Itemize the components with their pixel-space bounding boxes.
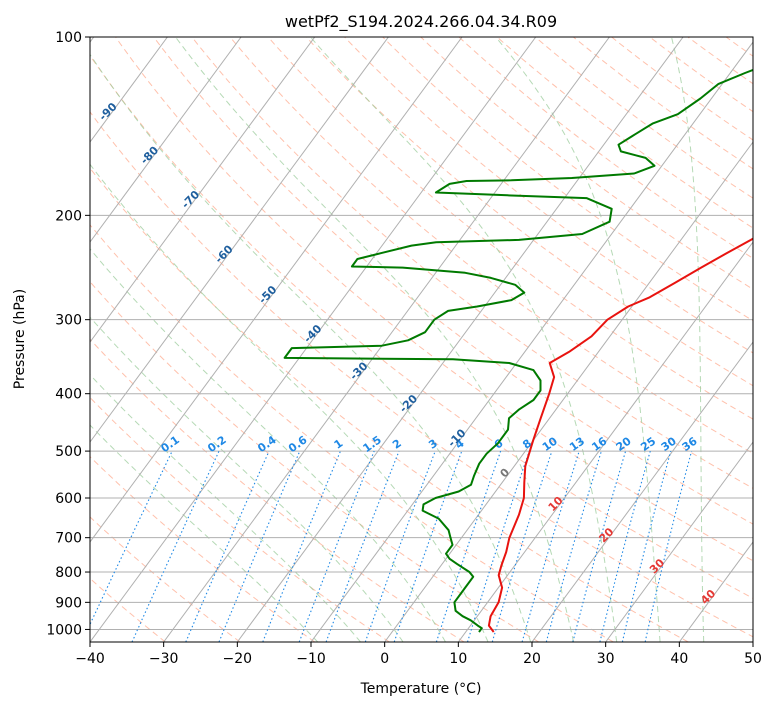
dewpoint-line — [283, 68, 753, 633]
x-tick-label: 30 — [597, 651, 615, 667]
isotherm-line — [310, 41, 753, 642]
isotherm-line — [90, 37, 168, 143]
mixing-ratio-line — [572, 450, 627, 642]
y-tick-label: 700 — [55, 531, 82, 547]
mixing-ratio-line — [599, 450, 651, 642]
x-tick-label: 50 — [744, 651, 762, 667]
mixing-ratio-line — [262, 450, 342, 642]
x-tick-label: 0 — [380, 651, 389, 667]
mixing-ratio-line — [298, 450, 375, 642]
mixing-ratio-line — [364, 450, 436, 642]
x-axis: −40 −30 −20 −10 0 10 20 30 40 50 — [75, 642, 762, 667]
y-tick-label: 500 — [55, 444, 82, 460]
moist-adiabat-line — [175, 37, 575, 642]
y-tick-label: 600 — [55, 491, 82, 507]
isotherm-line — [236, 37, 684, 642]
mixing-ratio-line — [325, 450, 400, 642]
mixing-ratio-line — [521, 450, 580, 642]
dry-adiabat-line — [611, 37, 753, 141]
dry-adiabat-line — [115, 37, 753, 562]
x-tick-label: 10 — [449, 651, 467, 667]
isotherm-line — [163, 37, 610, 642]
isotherm-line — [90, 37, 463, 543]
dry-adiabat-line — [90, 455, 315, 642]
x-tick-label: 40 — [670, 651, 688, 667]
y-tick-label: 400 — [55, 387, 82, 403]
y-tick-label: 100 — [55, 30, 82, 46]
x-tick-label: −20 — [223, 651, 253, 667]
y-tick-label: 1000 — [46, 622, 82, 638]
dry-adiabat-line — [191, 37, 753, 489]
dry-adiabat-line — [229, 37, 753, 454]
isotherm-line — [605, 441, 753, 642]
mixing-ratio-line — [466, 450, 530, 642]
y-axis-label: Pressure (hPa) — [12, 289, 28, 389]
y-tick-label: 800 — [55, 565, 82, 581]
isotherm-line — [384, 141, 753, 642]
moist-adiabat-line — [90, 316, 404, 642]
x-tick-label: −30 — [149, 651, 179, 667]
dry-adiabat-line — [90, 111, 753, 638]
mixing-ratio-line — [491, 450, 553, 642]
background-lines — [90, 37, 753, 642]
isotherm-line — [531, 341, 753, 642]
moist-adiabat-line — [90, 163, 489, 642]
dry-adiabat-line — [344, 37, 753, 354]
moist-adiabat-line — [310, 37, 618, 642]
dry-adiabat-line — [305, 37, 753, 387]
y-tick-label: 300 — [55, 313, 82, 329]
profile-lines — [283, 68, 753, 633]
mixing-ratio-line — [435, 450, 502, 642]
isotherm-line — [90, 37, 537, 642]
mixing-ratio-line — [644, 450, 693, 642]
dry-adiabat-line — [90, 167, 689, 642]
dry-adiabat-line — [267, 37, 753, 420]
mixing-ratio-line — [545, 450, 602, 642]
isotherm-line — [457, 241, 753, 642]
chart-title: wetPf2_S194.2024.266.04.34.R09 — [285, 12, 557, 32]
moist-adiabat-line — [495, 37, 661, 642]
x-tick-label: 20 — [523, 651, 541, 667]
plot-frame — [89, 36, 754, 643]
temperature-line — [487, 237, 753, 633]
dry-adiabat-line — [573, 37, 753, 170]
dry-adiabat-line — [90, 396, 390, 642]
mixing-ratio-line — [621, 450, 672, 642]
isotherm-line — [90, 37, 389, 443]
dry-adiabat-line — [382, 37, 753, 322]
isotherm-line — [90, 37, 316, 343]
mixing-ratio-line — [218, 450, 301, 642]
x-tick-label: −10 — [296, 651, 326, 667]
isotherm-line — [90, 37, 242, 243]
dry-adiabat-line — [90, 281, 540, 642]
y-axis: 1000 900 800 700 600 500 400 300 200 100 — [46, 30, 90, 638]
y-tick-label: 200 — [55, 208, 82, 224]
dry-adiabat-line — [90, 54, 753, 599]
x-axis-label: Temperature (°C) — [360, 681, 482, 697]
dry-adiabat-line — [153, 37, 753, 525]
mixing-ratio-line — [185, 450, 270, 642]
x-tick-label: −40 — [75, 651, 105, 667]
dry-adiabat-line — [420, 37, 753, 290]
moist-adiabat-line — [671, 37, 705, 642]
y-tick-label: 900 — [55, 595, 82, 611]
